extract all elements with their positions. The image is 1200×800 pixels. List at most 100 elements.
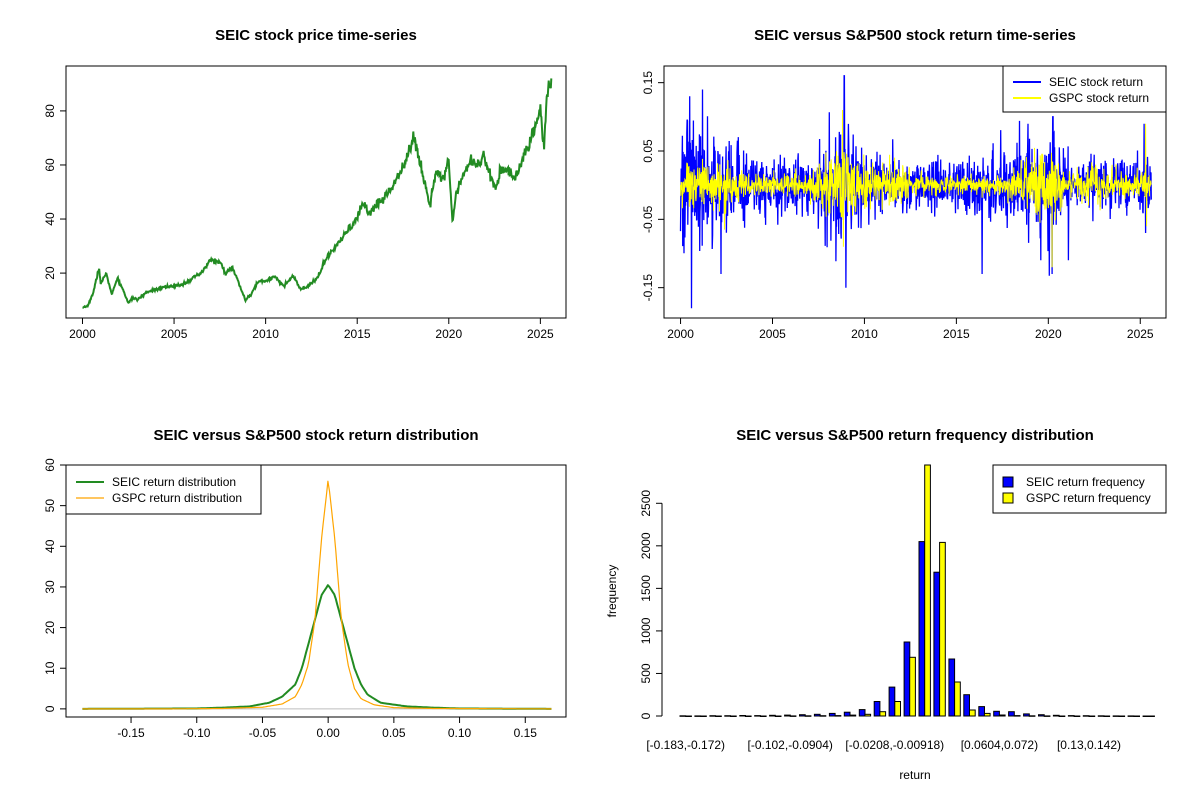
frequency-y-axis-tick-label: 1000 — [639, 617, 653, 644]
return-ts-plot-frame — [663, 65, 1167, 319]
frequency-bar-seic — [843, 711, 851, 717]
frequency-bar-seic — [1097, 715, 1105, 717]
frequency-bar-gspc — [685, 715, 692, 717]
frequency-bar-seic — [769, 714, 776, 717]
frequency-bar-seic — [1052, 714, 1060, 717]
frequency-bar-seic — [888, 686, 896, 717]
frequency-bar-seic — [679, 715, 687, 717]
frequency-bar-gspc — [834, 715, 842, 717]
return-ts-x-axis-tick-label: 2015 — [943, 327, 970, 341]
frequency-bar-gspc — [909, 656, 916, 717]
return-timeseries-panel: SEIC versus S&P500 stock return time-ser… — [641, 27, 1167, 341]
return-ts-legend-label: GSPC stock return — [1049, 91, 1149, 105]
frequency-bar-seic — [1067, 715, 1075, 717]
price-x-axis-tick-label: 2015 — [344, 327, 371, 341]
frequency-bar-gspc — [1103, 715, 1111, 717]
frequency-bar-gspc — [1118, 715, 1126, 717]
density-y-axis-tick-label: 50 — [43, 499, 57, 513]
frequency-bar-gspc — [1043, 715, 1051, 717]
frequency-y-axis-label: frequency — [605, 565, 619, 618]
density-y-axis-tick-label: 10 — [43, 661, 57, 675]
frequency-bar-gspc — [849, 714, 857, 717]
frequency-bar-seic — [933, 571, 941, 717]
density-x-axis-tick-label: 0.00 — [316, 726, 340, 740]
frequency-bar-gspc — [894, 701, 901, 717]
frequency-bar-seic — [709, 715, 717, 717]
return-ts-y-axis-tick-label: 0.15 — [641, 71, 655, 95]
frequency-bar-gspc — [1028, 715, 1036, 717]
return-ts-y-axis-tick-label: -0.05 — [641, 205, 655, 233]
frequency-y-axis-tick-label: 2000 — [639, 532, 653, 559]
density-y-axis-tick-label: 30 — [43, 580, 57, 594]
return-ts-title: SEIC versus S&P500 stock return time-ser… — [754, 27, 1076, 44]
frequency-y-axis-tick-label: 1500 — [639, 575, 653, 602]
frequency-bar-gspc — [864, 713, 872, 717]
frequency-bar-seic — [1082, 715, 1090, 717]
frequency-bar-gspc — [1148, 715, 1155, 717]
price-plot-frame — [65, 65, 567, 319]
price-x-axis-tick-label: 2005 — [161, 327, 188, 341]
frequency-bar-gspc — [924, 464, 931, 717]
price-series-line — [82, 78, 553, 309]
frequency-bar-seic — [978, 706, 985, 717]
density-line-gspc — [82, 480, 552, 710]
frequency-bar-gspc — [774, 715, 782, 717]
frequency-legend-swatch — [1002, 492, 1014, 504]
frequency-bar-seic — [1023, 713, 1030, 717]
density-x-axis-tick-label: 0.15 — [514, 726, 538, 740]
frequency-bar-gspc — [1058, 715, 1066, 717]
frequency-bar-seic — [903, 641, 911, 717]
frequency-x-tick-label: [0.0604,0.072) — [961, 738, 1038, 752]
frequency-bar-gspc — [819, 715, 827, 717]
frequency-bar-gspc — [1133, 715, 1141, 717]
density-legend-box — [65, 464, 262, 515]
density-y-axis-tick-label: 0 — [43, 705, 57, 712]
return-density-panel: SEIC versus S&P500 stock return distribu… — [43, 427, 567, 740]
frequency-bar-gspc — [998, 714, 1006, 717]
price-x-axis-tick-label: 2010 — [252, 327, 279, 341]
frequency-bar-gspc — [715, 715, 722, 717]
frequency-bar-seic — [813, 713, 821, 717]
density-title: SEIC versus S&P500 stock return distribu… — [153, 427, 478, 444]
price-y-axis-tick-label: 60 — [43, 158, 57, 172]
density-y-axis-tick-label: 60 — [43, 458, 57, 472]
frequency-bar-gspc — [1073, 715, 1081, 717]
frequency-y-axis-tick-label: 0 — [639, 712, 653, 719]
price-y-axis-tick-label: 40 — [43, 212, 57, 226]
frequency-x-tick-label: [-0.102,-0.0904) — [748, 738, 833, 752]
frequency-bar-gspc — [744, 715, 752, 717]
price-x-axis-tick-label: 2025 — [527, 327, 554, 341]
frequency-bar-seic — [828, 712, 836, 717]
frequency-bar-seic — [694, 715, 702, 717]
frequency-bar-seic — [993, 710, 1000, 717]
frequency-bar-seic — [858, 709, 866, 717]
price-y-axis-tick-label: 20 — [43, 266, 57, 280]
return-ts-x-axis-tick-label: 2000 — [667, 327, 694, 341]
frequency-legend-box — [992, 464, 1167, 514]
return-ts-legend-label: SEIC stock return — [1049, 75, 1143, 89]
frequency-bar-gspc — [730, 715, 737, 717]
price-chart-title: SEIC stock price time-series — [215, 27, 417, 44]
frequency-bar-seic — [739, 715, 746, 717]
density-x-axis-tick-label: 0.05 — [382, 726, 406, 740]
frequency-legend-label: SEIC return frequency — [1026, 475, 1145, 489]
frequency-bar-gspc — [700, 715, 707, 717]
density-x-axis-tick-label: -0.15 — [117, 726, 145, 740]
return-frequency-panel: SEIC versus S&P500 return frequency dist… — [605, 427, 1167, 782]
density-x-axis-tick-label: -0.10 — [183, 726, 211, 740]
frequency-bar-seic — [784, 714, 791, 717]
density-legend-label: SEIC return distribution — [112, 475, 236, 489]
return-ts-x-axis-tick-label: 2020 — [1035, 327, 1062, 341]
density-plot-frame — [65, 464, 567, 718]
frequency-y-axis-tick-label: 500 — [639, 663, 653, 683]
price-x-axis-tick-label: 2020 — [435, 327, 462, 341]
frequency-bar-seic — [963, 694, 970, 717]
price-x-axis-tick-label: 2000 — [69, 327, 96, 341]
return-ts-y-axis-tick-label: -0.15 — [641, 274, 655, 302]
frequency-bar-gspc — [983, 712, 991, 717]
return-ts-y-axis-tick-label: 0.05 — [641, 139, 655, 163]
return-series-line-gspc — [680, 109, 1152, 268]
frequency-bar-seic — [1008, 711, 1015, 717]
frequency-bar-seic — [799, 714, 806, 717]
density-legend-label: GSPC return distribution — [112, 491, 242, 505]
